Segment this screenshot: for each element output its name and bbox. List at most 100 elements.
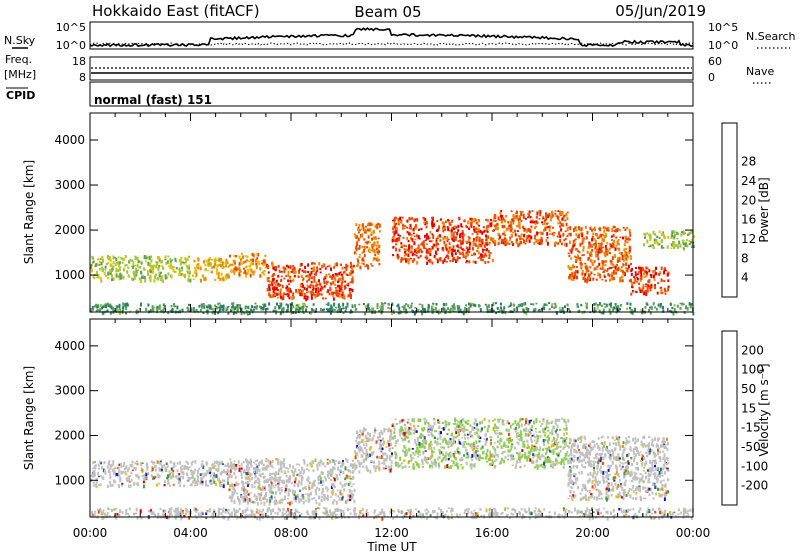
scatter-cell [551,306,554,308]
scatter-cell [154,275,157,279]
scatter-cell [195,308,198,313]
scatter-cell [419,248,422,251]
scatter-cell [249,492,252,494]
scatter-cell [610,262,613,265]
scatter-cell [547,459,550,463]
scatter-cell [517,243,520,248]
scatter-cell [552,436,555,441]
scatter-cell [485,219,488,221]
scatter-cell [296,482,299,487]
scatter-cell [258,462,260,467]
scatter-cell [489,450,492,455]
scatter-cell [557,210,560,212]
scatter-cell [603,275,606,278]
scatter-cell [652,245,655,249]
scatter-cell [500,209,503,212]
scatter-cell [118,471,121,474]
scatter-cell [426,261,429,265]
scatter-cell [551,429,554,434]
scatter-cell [327,309,330,313]
scatter-cell [517,225,520,228]
scatter-cell [319,287,322,292]
scatter-cell [354,464,357,467]
scatter-cell [515,241,518,245]
scatter-cell [616,228,619,232]
scatter-cell [127,467,130,470]
scatter-cell [412,228,415,231]
scatter-cell [616,241,619,244]
scatter-cell [280,279,283,283]
scatter-cell [377,436,379,439]
scatter-cell [459,252,462,255]
scatter-cell [242,496,245,500]
scatter-cell [383,461,386,466]
scatter-cell [109,304,112,308]
scatter-cell [377,438,380,441]
scatter-cell [658,273,661,276]
scatter-cell [414,306,417,309]
scatter-cell [596,307,599,310]
scatter-cell [228,488,231,492]
scatter-cell [472,260,475,264]
scatter-cell [428,240,431,242]
scatter-cell [303,303,306,307]
scatter-cell [178,258,181,262]
scatter-cell [304,265,307,269]
scatter-cell [543,221,546,226]
scatter-cell [324,297,327,300]
scatter-cell [97,276,100,279]
scatter-cell [152,476,155,480]
scatter-cell [214,260,217,264]
scatter-cell [635,291,638,293]
scatter-cell [624,251,627,255]
scatter-cell [365,457,368,461]
scatter-cell [646,267,649,270]
scatter-cell [617,309,620,312]
scatter-cell [369,469,372,474]
scatter-cell [350,490,353,493]
scatter-cell [345,458,347,461]
scatter-cell [439,239,442,242]
scatter-cell [473,444,476,447]
scatter-cell [575,233,578,237]
scatter-cell [117,256,120,259]
scatter-cell [473,241,476,244]
scatter-cell [167,474,169,478]
scatter-cell [381,443,384,447]
scatter-cell [471,233,474,236]
scatter-cell [312,284,315,289]
scatter-cell [384,467,387,470]
scatter-cell [365,454,368,458]
scatter-cell [441,227,444,231]
scatter-cell [563,456,566,461]
scatter-cell [473,447,476,450]
scatter-cell [425,250,428,254]
scatter-cell [240,495,243,499]
scatter-cell [277,488,280,492]
search-tick-top: 10^5 [708,21,738,34]
scatter-cell [166,465,169,468]
scatter-cell [185,465,188,470]
scatter-cell [127,274,130,278]
scatter-cell [629,233,632,237]
scatter-cell [614,247,617,251]
scatter-cell [419,254,422,258]
scatter-cell [658,230,661,234]
scatter-cell [503,231,506,236]
scatter-cell [455,431,458,435]
scatter-cell [599,276,602,279]
scatter-cell [207,484,209,487]
scatter-cell [330,485,333,489]
scatter-cell [479,243,482,246]
scatter-cell [538,241,541,245]
scatter-cell [640,270,643,274]
scatter-cell [324,267,327,270]
scatter-cell [534,307,537,312]
scatter-cell [610,244,613,247]
scatter-cell [455,226,457,229]
scatter-cell [194,268,197,273]
scatter-cell [659,305,662,309]
scatter-cell [663,268,666,272]
scatter-cell [140,261,143,265]
scatter-cell [602,239,605,243]
